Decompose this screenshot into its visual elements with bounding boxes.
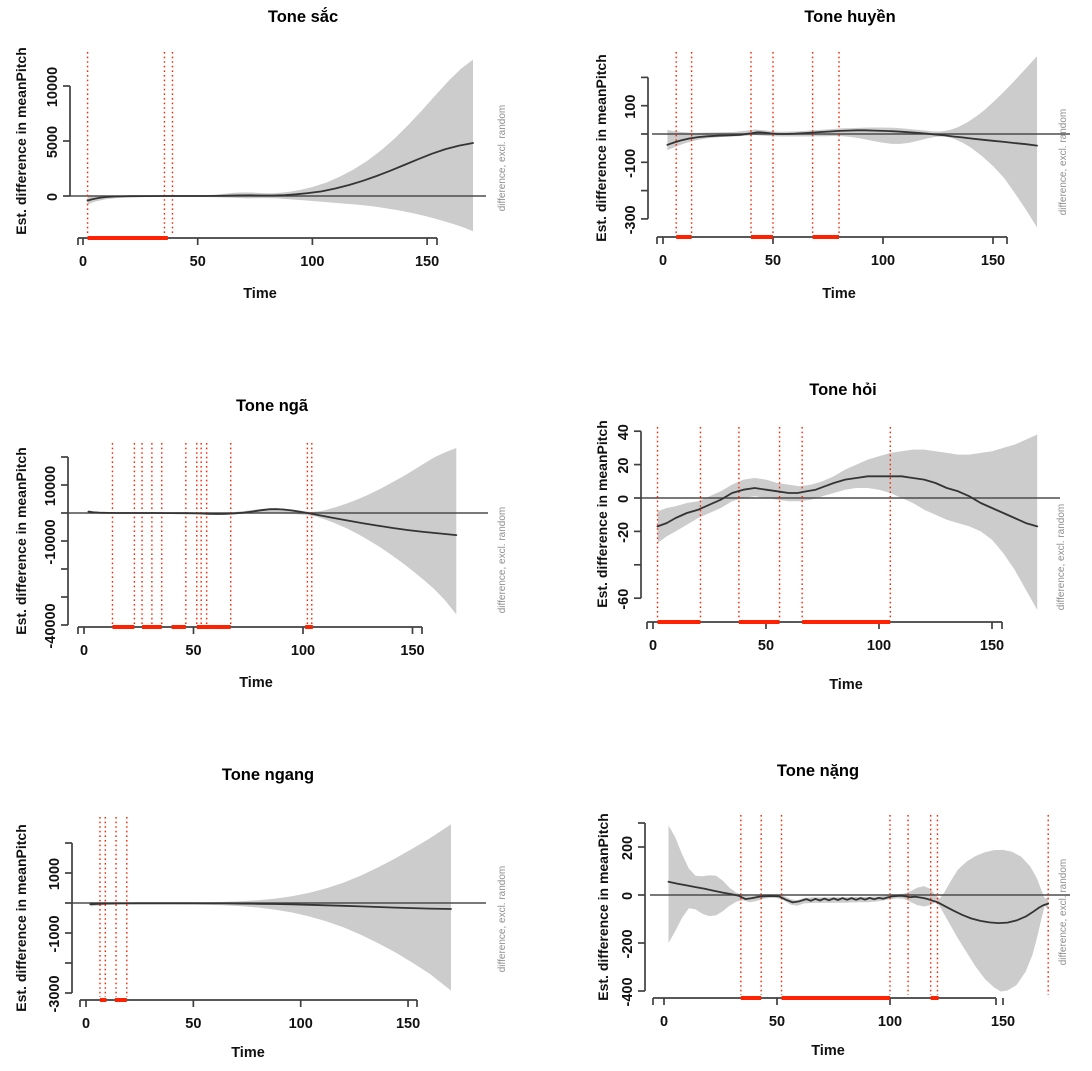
x-axis-label: Time [243, 286, 277, 302]
y-tick-label: 0 [45, 193, 61, 201]
panel-tone-huyen: 100 -100 -300 0 50 100 150 Tone huyền Est. diffe… [546, 0, 1092, 357]
y-tick-label: 100 [623, 95, 639, 119]
right-side-label: difference, excl. random [1056, 504, 1067, 611]
confidence-band [87, 59, 473, 232]
plot-tone-ngang: 1000 -1000 -3000 0 50 100 150 Tone ngang Est. di… [13, 766, 508, 1061]
y-tick-label: -200 [620, 929, 636, 958]
y-tick-label: 40 [616, 424, 632, 440]
x-tick-label: 0 [79, 254, 87, 270]
y-tick-label: -60 [616, 589, 632, 610]
y-tick-label: -1000 [47, 915, 63, 952]
panel-title: Tone ngang [222, 766, 314, 784]
x-tick-label: 100 [291, 643, 315, 659]
panel-title: Tone hỏi [809, 381, 877, 399]
plot-tone-huyen: 100 -100 -300 0 50 100 150 Tone huyền Est. diffe… [593, 8, 1070, 302]
panel-title: Tone ngã [236, 397, 309, 415]
x-tick-label: 150 [981, 253, 1005, 269]
x-axis-label: Time [811, 1043, 845, 1059]
x-tick-label: 50 [185, 643, 201, 659]
x-tick-label: 0 [82, 1016, 90, 1032]
x-tick-label: 0 [649, 638, 657, 654]
panel-tone-ngang: 1000 -1000 -3000 0 50 100 150 Tone ngang Est. di… [0, 714, 546, 1071]
right-side-label: difference, excl. random [497, 507, 508, 614]
plot-tone-nga: 10000 -10000 -40000 0 50 100 150 Tone ngã Est. d… [13, 397, 508, 691]
y-tick-label: 0 [620, 892, 636, 900]
x-tick-label: 0 [659, 253, 667, 269]
panel-title: Tone nặng [777, 762, 859, 780]
y-axis-label: Est. difference in meanPitch [595, 813, 611, 1001]
panel-title: Tone huyền [804, 8, 895, 26]
panel-tone-hoi: 40 20 0 -20 -60 0 50 100 150 Tone hỏi Est. differe… [546, 357, 1092, 714]
x-tick-label: 50 [190, 254, 206, 270]
x-tick-label: 150 [400, 643, 424, 659]
panel-tone-sac: 10000 5000 0 0 50 100 150 Tone sắc Est. differen… [0, 0, 546, 357]
right-side-label: difference, excl. random [1058, 109, 1069, 216]
y-axis-label: Est. difference in meanPitch [594, 420, 610, 608]
difference-smooth-line [656, 475, 1039, 528]
panel-tone-nang: 200 0 -200 -400 0 50 100 150 Tone nặng Est. diffe… [546, 714, 1092, 1071]
x-axis-label: Time [822, 286, 856, 302]
y-axis-label: Est. difference in meanPitch [13, 824, 29, 1012]
confidence-band [668, 825, 1049, 992]
confidence-band [88, 448, 457, 615]
y-axis-label: Est. difference in meanPitch [593, 54, 609, 242]
y-tick-label: 1000 [47, 858, 63, 890]
plot-tone-nang: 200 0 -200 -400 0 50 100 150 Tone nặng Est. diffe… [595, 762, 1070, 1059]
y-tick-label: 0 [616, 495, 632, 503]
x-tick-label: 100 [871, 253, 895, 269]
y-tick-label: -100 [623, 149, 639, 178]
x-tick-label: 0 [660, 1014, 668, 1030]
x-tick-label: 100 [289, 1016, 313, 1032]
confidence-band [657, 434, 1038, 610]
x-tick-label: 50 [769, 1014, 785, 1030]
y-tick-label: 10000 [45, 67, 61, 107]
x-axis-label: Time [231, 1045, 265, 1061]
right-side-label: difference, excl. random [1058, 859, 1069, 966]
x-tick-label: 150 [415, 254, 439, 270]
x-tick-label: 100 [878, 1014, 902, 1030]
y-tick-label: -20 [616, 522, 632, 543]
x-tick-label: 50 [758, 638, 774, 654]
x-tick-label: 50 [765, 253, 781, 269]
y-tick-label: 20 [616, 458, 632, 474]
plot-tone-hoi: 40 20 0 -20 -60 0 50 100 150 Tone hỏi Est. differe… [594, 381, 1067, 693]
right-side-label: difference, excl. random [497, 105, 508, 212]
plot-tone-sac: 10000 5000 0 0 50 100 150 Tone sắc Est. differen… [13, 7, 508, 302]
x-tick-label: 0 [80, 643, 88, 659]
y-tick-label: -40000 [43, 603, 59, 648]
difference-smooth-line [666, 129, 1038, 147]
y-tick-label: -300 [623, 205, 639, 234]
y-axis-label: Est. difference in meanPitch [13, 47, 29, 235]
x-tick-label: 100 [867, 638, 891, 654]
y-tick-label: -3000 [47, 975, 63, 1012]
panel-tone-nga: 10000 -10000 -40000 0 50 100 150 Tone ngã Est. d… [0, 357, 546, 714]
y-tick-label: 200 [620, 836, 636, 860]
y-axis-label: Est. difference in meanPitch [13, 447, 29, 635]
y-tick-label: -400 [620, 977, 636, 1006]
x-axis-label: Time [829, 677, 863, 693]
difference-smooth-line [89, 902, 452, 910]
difference-smooth-line [86, 142, 474, 202]
y-tick-label: 5000 [45, 126, 61, 158]
y-tick-label: -10000 [43, 519, 59, 564]
x-tick-label: 50 [185, 1016, 201, 1032]
panel-title: Tone sắc [268, 7, 338, 26]
difference-smooth-line [667, 880, 1050, 925]
x-tick-label: 150 [991, 1014, 1015, 1030]
confidence-band [667, 56, 1037, 228]
x-tick-label: 100 [300, 254, 324, 270]
x-tick-label: 150 [396, 1016, 420, 1032]
x-axis-label: Time [239, 675, 273, 691]
confidence-band [90, 824, 452, 991]
x-tick-label: 150 [980, 638, 1004, 654]
y-tick-label: 10000 [43, 466, 59, 506]
difference-smooth-line [87, 508, 458, 537]
right-side-label: difference, excl. random [497, 866, 508, 973]
